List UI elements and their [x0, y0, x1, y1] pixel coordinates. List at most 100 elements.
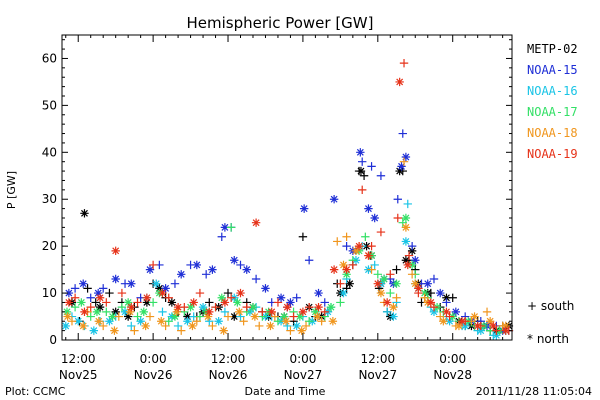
data-point-south — [273, 317, 283, 326]
data-point-north — [203, 312, 213, 321]
data-point-north — [451, 307, 461, 317]
data-point-north — [460, 321, 470, 331]
data-point-south — [399, 58, 409, 68]
data-point-north — [389, 312, 398, 321]
data-point-south — [398, 218, 407, 227]
y-tick-label: 40 — [42, 145, 57, 159]
data-point-south — [67, 317, 77, 326]
data-point-north — [261, 284, 270, 293]
data-point-south — [392, 293, 401, 302]
data-point-south — [148, 260, 158, 270]
data-point-north — [403, 260, 412, 270]
data-point-south — [98, 284, 108, 293]
data-point-south — [393, 213, 402, 223]
data-point-north — [407, 246, 417, 256]
data-point-north — [345, 279, 354, 288]
data-point-north — [89, 326, 99, 335]
x-tick-time-label: 0:00 — [439, 352, 466, 366]
data-point-south — [436, 312, 445, 321]
data-point-north — [401, 152, 411, 162]
data-point-north — [314, 288, 323, 298]
legend-item: NOAA-19 — [527, 147, 578, 161]
data-point-north — [342, 265, 351, 274]
data-point-south — [195, 288, 205, 298]
data-point-north — [356, 166, 366, 176]
data-point-north — [64, 298, 74, 307]
data-point-north — [93, 288, 103, 298]
data-point-north — [328, 317, 338, 326]
data-point-north — [314, 302, 323, 312]
legend-item: NOAA-17 — [527, 105, 578, 119]
data-point-north — [454, 321, 464, 331]
data-point-north — [205, 307, 214, 317]
data-point-north — [292, 321, 301, 331]
data-point-south — [86, 312, 95, 321]
data-point-south — [239, 317, 248, 326]
data-point-north — [77, 298, 86, 307]
x-tick-time-label: 12:00 — [211, 352, 246, 366]
series-noaa-15 — [64, 129, 514, 335]
data-point-north — [219, 326, 228, 335]
data-point-north — [94, 317, 104, 326]
data-point-north — [276, 293, 286, 302]
data-point-north — [167, 298, 177, 307]
data-point-south — [158, 307, 167, 317]
data-point-north — [92, 307, 102, 317]
data-point-north — [217, 293, 226, 302]
legend: METP-02 NOAA-15 NOAA-16 NOAA-17 NOAA-18 NOAA-… — [527, 42, 578, 161]
data-point-north — [108, 312, 117, 321]
data-point-south — [392, 265, 401, 274]
x-tick-time-label: 12:00 — [361, 352, 396, 366]
data-point-south — [429, 274, 439, 284]
y-axis: 0 10 20 30 40 50 60 — [42, 39, 512, 347]
data-point-north — [80, 307, 89, 317]
data-point-south — [86, 293, 95, 302]
data-point-north — [286, 298, 295, 307]
data-point-south — [304, 317, 314, 326]
data-point-south — [164, 293, 173, 302]
data-point-south — [336, 279, 345, 288]
data-point-south — [273, 298, 283, 307]
data-point-south — [317, 317, 326, 326]
data-point-north — [172, 307, 182, 317]
data-point-north — [161, 284, 170, 293]
data-point-south — [304, 302, 314, 312]
data-point-north — [250, 312, 260, 321]
data-point-north — [127, 279, 136, 288]
legend-item: NOAA-18 — [527, 126, 578, 140]
data-point-south — [407, 270, 417, 279]
x-tick-time-label: 12:00 — [61, 352, 96, 366]
data-point-north — [80, 209, 89, 218]
data-point-south — [205, 298, 214, 307]
data-point-north — [364, 204, 373, 213]
data-point-north — [155, 284, 164, 293]
plot-timestamp: 2011/11/28 11:05:04 — [476, 385, 592, 398]
data-point-south — [386, 270, 395, 279]
data-point-north — [220, 223, 230, 232]
data-point-south — [482, 307, 492, 317]
data-point-south — [83, 284, 92, 293]
data-point-north — [183, 312, 192, 321]
data-point-south — [358, 157, 367, 166]
data-point-north — [74, 317, 83, 326]
data-point-north — [127, 302, 136, 312]
data-point-north — [389, 302, 398, 312]
data-point-north — [139, 307, 148, 317]
data-point-north — [235, 307, 244, 317]
data-point-south — [114, 312, 123, 321]
data-point-north — [351, 246, 361, 256]
data-point-north — [173, 302, 183, 312]
data-point-north — [485, 317, 495, 326]
y-tick-label: 10 — [42, 286, 57, 300]
data-point-north — [283, 302, 292, 312]
data-point-south — [289, 312, 298, 321]
data-point-south — [127, 321, 136, 331]
legend-north-marker-note: * north — [527, 332, 569, 346]
data-point-north — [123, 312, 133, 321]
plot-credit: Plot: CCMC — [5, 385, 66, 398]
data-point-north — [230, 256, 239, 265]
x-tick-time-label: 0:00 — [289, 352, 316, 366]
data-point-north — [501, 326, 510, 335]
data-point-south — [492, 326, 501, 335]
data-point-south — [133, 298, 142, 307]
